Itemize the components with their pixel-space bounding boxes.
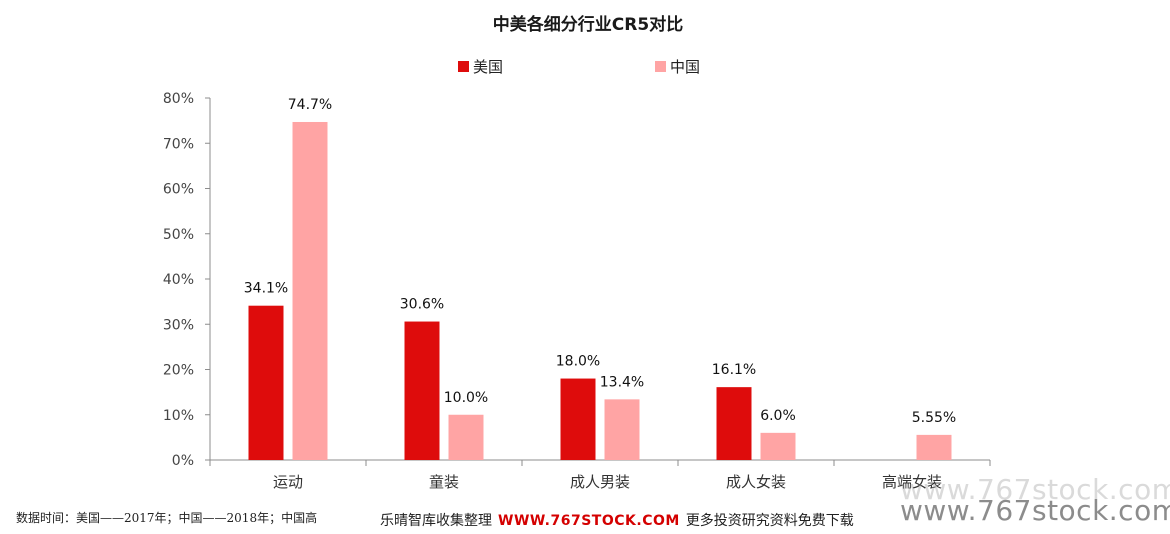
footnote: 数据时间：美国——2017年；中国——2018年；中国高 xyxy=(16,511,318,525)
data-label: 16.1% xyxy=(712,362,756,378)
data-label: 34.1% xyxy=(244,281,288,297)
bar xyxy=(760,432,796,460)
legend-label: 中国 xyxy=(670,58,700,76)
y-tick-label: 40% xyxy=(163,272,194,288)
y-tick-label: 0% xyxy=(172,453,194,469)
y-tick-label: 80% xyxy=(163,91,194,107)
data-label: 5.55% xyxy=(912,410,956,426)
bar xyxy=(916,434,952,460)
watermark-url: www.767stock.com xyxy=(900,494,1170,527)
data-label: 13.4% xyxy=(600,374,644,390)
data-label: 18.0% xyxy=(556,354,600,370)
y-tick-label: 30% xyxy=(163,317,194,333)
y-tick-label: 50% xyxy=(163,227,194,243)
data-label: 6.0% xyxy=(760,408,796,424)
bar xyxy=(716,387,752,460)
x-tick-label: 成人女装 xyxy=(726,473,786,491)
bar xyxy=(292,121,328,461)
data-label: 10.0% xyxy=(444,390,488,406)
legend-swatch xyxy=(655,61,666,72)
watermark-url-faded: www.767stock.com xyxy=(900,473,1170,506)
watermark-prefix: 乐晴智库收集整理 xyxy=(380,513,492,529)
data-label: 74.7% xyxy=(288,97,332,113)
y-tick-label: 10% xyxy=(163,408,194,424)
legend: 美国 中国 xyxy=(458,58,700,76)
chart-title: 中美各细分行业CR5对比 xyxy=(493,14,683,35)
bars xyxy=(248,121,952,461)
bar xyxy=(560,378,596,460)
x-tick-label: 运动 xyxy=(273,473,303,491)
watermark-banner: 乐晴智库收集整理 WWW.767STOCK.COM 更多投资研究资料免费下载 xyxy=(372,509,862,534)
data-label: 30.6% xyxy=(400,297,444,313)
bar xyxy=(604,399,640,460)
watermark-site: WWW.767STOCK.COM xyxy=(498,513,680,529)
x-tick-label: 成人男装 xyxy=(570,473,630,491)
y-tick-label: 70% xyxy=(163,136,194,152)
data-labels: 34.1% 74.7% 30.6% 10.0% 18.0%13.4% 16.1% 6.0% 5… xyxy=(244,97,956,426)
y-tick-label: 60% xyxy=(163,182,194,198)
x-tick-label: 童装 xyxy=(429,473,459,491)
x-tick-label: 高端女装 xyxy=(882,473,942,491)
y-tick-label: 20% xyxy=(163,363,194,379)
y-axis: 0% 10% 20% 30% 40% 50% 60% 70% 80% xyxy=(163,91,211,469)
x-axis: 运动 童装 成人男装 成人女装 高端女装 xyxy=(209,459,991,491)
legend-swatch xyxy=(458,61,469,72)
legend-label: 美国 xyxy=(473,58,503,76)
watermark-suffix: 更多投资研究资料免费下载 xyxy=(685,513,854,529)
bar xyxy=(248,305,284,460)
bar xyxy=(448,414,484,460)
bar xyxy=(404,321,440,460)
